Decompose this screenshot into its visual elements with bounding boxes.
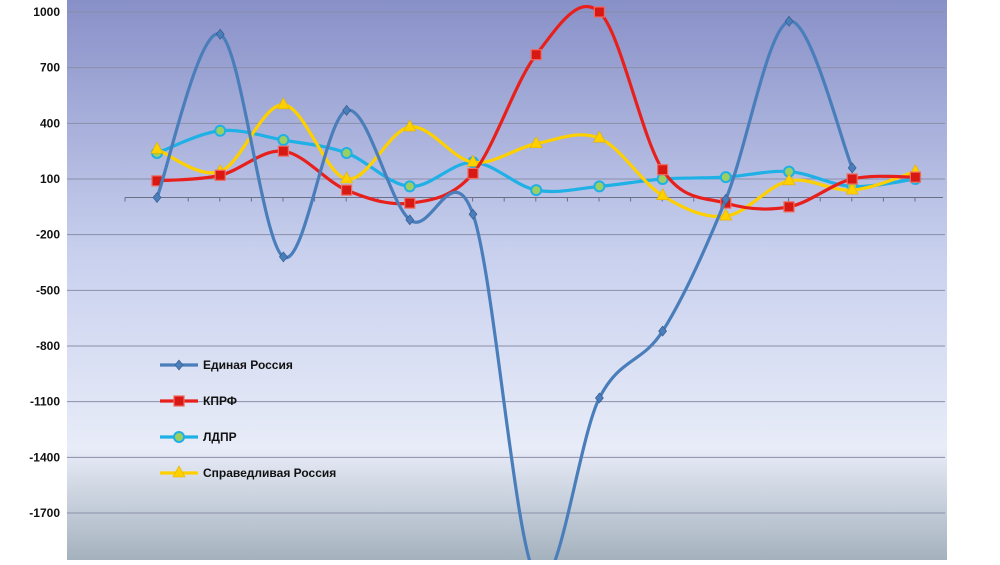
data-point [403,119,417,132]
series-lines [150,4,922,560]
data-point [593,6,606,18]
data-point [276,97,290,110]
data-point [847,162,857,174]
data-point [593,180,606,193]
series-line [155,4,917,211]
data-point [530,49,542,61]
series-line [155,19,854,560]
data-point [215,28,225,40]
data-point [404,197,416,209]
y-tick-label: 700 [40,61,60,75]
y-axis-tick-labels: 1000 700 400 100 -200 -500 -800 -1100 -1400 -1700 [29,5,60,520]
data-point [658,325,667,337]
legend-item: Справедливая Россия [160,465,336,480]
data-point [279,251,288,263]
data-point [214,124,227,137]
data-point [595,392,604,404]
legend-label: Справедливая Россия [203,466,336,480]
legend-marker [174,359,184,371]
data-point [150,141,164,154]
legend-item: КПРФ [160,394,237,408]
data-point [152,192,162,204]
legend-marker [173,395,185,407]
gridlines [67,11,945,514]
legend-marker [172,465,186,478]
data-point [467,167,479,180]
data-point [466,154,480,167]
legend-label: ЛДПР [203,430,237,444]
data-point [784,15,794,27]
data-point [656,188,670,200]
y-tick-label: -1400 [29,450,60,464]
y-tick-label: -200 [36,228,60,242]
data-point [783,201,795,213]
data-point [277,134,290,147]
data-point [403,180,416,193]
data-point [782,173,796,186]
data-point [341,184,353,196]
plot-background [67,0,947,560]
y-tick-label: -500 [36,283,60,297]
legend-label: Единая Россия [203,358,293,372]
data-point [468,208,478,220]
data-point [719,171,732,184]
legend-marker [173,431,185,443]
legend-label: КПРФ [203,394,237,408]
legend-item: ЛДПР [160,430,237,444]
y-tick-label: -1700 [29,506,60,520]
data-point [656,164,669,176]
data-point [405,214,415,226]
data-point [340,171,354,184]
data-point [530,184,543,197]
y-tick-label: 1000 [33,5,60,19]
y-tick-label: -1100 [30,395,60,409]
data-point [845,182,859,195]
data-point [342,104,351,116]
data-point [277,145,289,157]
data-point [592,130,606,143]
y-tick-label: -800 [36,339,60,353]
series-1 [152,15,857,560]
data-point [340,147,353,160]
data-point [214,169,226,181]
y-tick-label: 100 [40,172,60,186]
legend: Единая Россия КПРФ ЛДПР Справедливая Россия [160,358,336,480]
data-point [719,208,733,221]
data-point [721,193,731,205]
series-2 [151,4,922,213]
y-tick-label: 400 [40,116,60,130]
data-point [529,136,543,149]
legend-item: Единая Россия [160,358,293,372]
data-point [846,173,858,185]
data-point [909,171,922,183]
